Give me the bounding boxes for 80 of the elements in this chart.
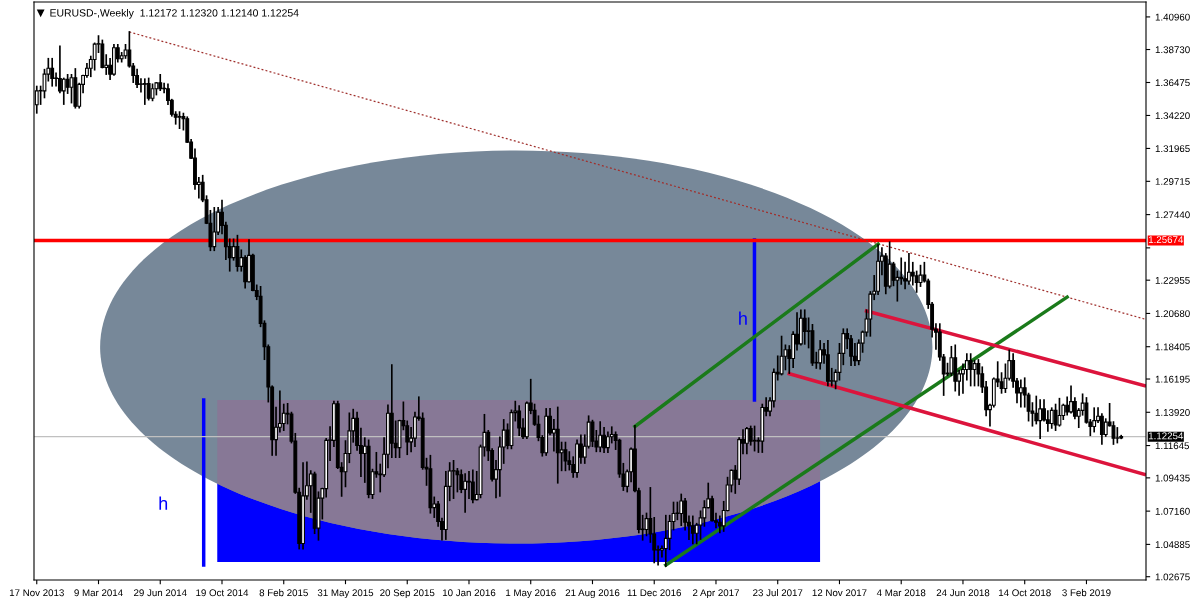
x-tick-label: 20 Sep 2015 — [380, 589, 435, 599]
candlestick — [555, 406, 560, 484]
x-tick-label: 10 Jan 2016 — [442, 589, 496, 597]
y-tick-label: 1.02675 — [1155, 573, 1190, 581]
x-tick-label: 11 Dec 2016 — [627, 589, 682, 597]
y-tick-label: 1.34220 — [1155, 112, 1190, 120]
x-tick-label: 24 Jun 2018 — [936, 589, 990, 597]
candlestick — [953, 344, 958, 392]
candlestick — [907, 253, 911, 285]
candlestick — [690, 515, 695, 545]
candlestick — [644, 512, 649, 537]
candlestick — [1018, 379, 1023, 408]
y-tick-label: 1.18405 — [1155, 343, 1190, 351]
candlestick — [752, 425, 757, 452]
y-tick-label: 1.09435 — [1155, 474, 1190, 482]
x-tick-label: 3 Feb 2019 — [1062, 589, 1111, 597]
candlestick — [1045, 410, 1050, 432]
y-tick-label: 1.29715 — [1155, 178, 1190, 185]
candlestick — [563, 441, 568, 472]
x-tick-label: 2 Apr 2017 — [692, 589, 739, 599]
y-tick-label: 1.31965 — [1155, 145, 1190, 153]
ref-line-label: 1.25674 — [1148, 236, 1184, 244]
y-tick-label: 1.07160 — [1155, 507, 1190, 515]
candlestick — [1115, 427, 1120, 444]
x-tick-label: 1 May 2016 — [506, 589, 556, 599]
x-tick-label: 19 Oct 2014 — [196, 589, 249, 597]
y-tick-label: 1.11645 — [1155, 442, 1190, 450]
candlestick — [463, 473, 468, 513]
y-tick-label: 1.13920 — [1155, 409, 1190, 416]
candlestick — [50, 57, 55, 87]
x-tick-label: 17 Nov 2013 — [9, 589, 64, 597]
y-tick-label: 1.40960 — [1155, 13, 1190, 21]
candlestick — [1049, 407, 1054, 429]
candlestick — [968, 353, 973, 387]
candlestick — [467, 470, 471, 499]
candlestick — [598, 421, 603, 453]
text: EURUSD-,Weekly 1.12172 1.12320 1.12140 1.12254 — [50, 8, 299, 19]
candlestick — [818, 340, 823, 370]
y-tick-label: 1.27440 — [1155, 211, 1190, 219]
candlestick — [212, 207, 217, 252]
x-tick-label: 12 Nov 2017 — [812, 589, 867, 597]
x-tick-label: 9 Mar 2014 — [74, 589, 123, 597]
x-tick-label: 21 Aug 2016 — [565, 589, 620, 599]
annotation: h — [739, 311, 747, 325]
candlestick — [517, 405, 522, 437]
annotation: h — [159, 496, 168, 510]
candlestick — [451, 459, 456, 499]
candlestick — [61, 77, 66, 105]
candlestick — [590, 419, 595, 448]
candlestick — [69, 73, 74, 104]
y-tick-label: 1.36475 — [1155, 79, 1190, 87]
x-tick-label: 14 Oct 2018 — [998, 589, 1051, 597]
y-tick-label: 1.04885 — [1155, 541, 1190, 549]
candlestick — [1065, 396, 1070, 416]
candlestick — [142, 78, 147, 105]
candlestick — [1034, 395, 1039, 425]
y-tick-label: 1.38730 — [1155, 46, 1190, 54]
x-tick-label: 31 May 2015 — [317, 589, 374, 599]
candlestick — [903, 261, 908, 290]
candlestick — [235, 234, 240, 272]
candlestick — [1038, 399, 1043, 440]
ref-line-label: 1.12254 — [1148, 432, 1184, 440]
candlestick — [1092, 407, 1097, 433]
candlestick — [744, 427, 749, 455]
candlestick — [1069, 385, 1073, 414]
candlestick — [602, 427, 606, 453]
y-tick-label: 1.22955 — [1155, 276, 1190, 284]
y-tick-label: 1.20680 — [1155, 310, 1190, 318]
candlestick — [146, 77, 151, 101]
candlestick — [139, 78, 143, 93]
candlestick — [551, 419, 556, 452]
x-tick-label: 8 Feb 2015 — [259, 589, 308, 597]
candlestick — [470, 469, 475, 504]
candlestick — [663, 514, 668, 567]
candlestick — [1057, 397, 1062, 427]
candlestick — [679, 493, 684, 527]
x-tick-label: 23 Jul 2017 — [753, 589, 803, 597]
x-tick-label: 29 Jun 2014 — [133, 589, 187, 597]
y-tick-label: 1.16195 — [1155, 375, 1190, 383]
x-tick-label: 4 Mar 2018 — [876, 589, 926, 597]
